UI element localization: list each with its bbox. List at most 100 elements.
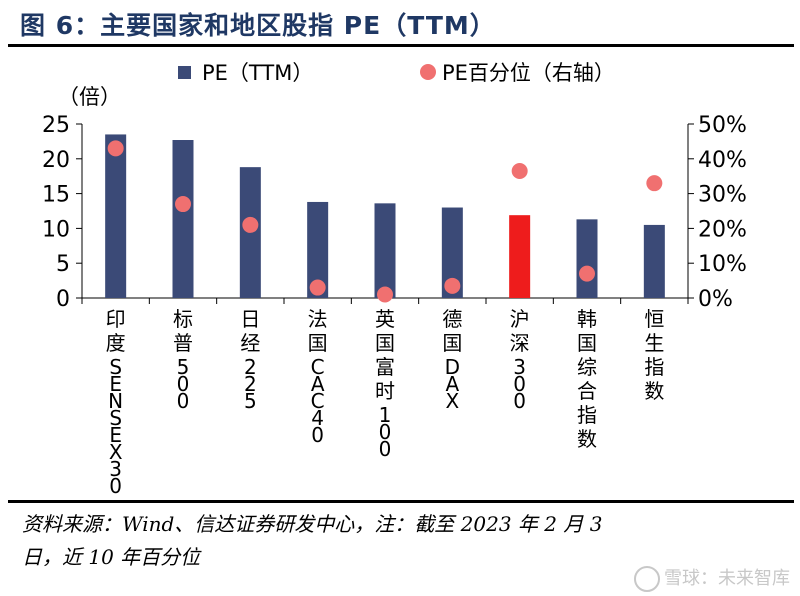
source-line-2: 日，近 10 年百分位: [22, 545, 201, 569]
x-category-label-char: 4: [311, 406, 324, 430]
y-right-tick-label: 50%: [698, 113, 747, 138]
x-category-label-char: 国: [577, 331, 597, 355]
dot-percentile: [242, 216, 259, 233]
y-right-tick-label: 40%: [698, 148, 747, 173]
x-category-label-char: 5: [244, 389, 257, 413]
x-category-label-char: 0: [177, 372, 190, 396]
y-left-tick-label: 15: [42, 183, 70, 208]
x-category-label-char: S: [109, 355, 122, 379]
x-category-label: 日经 2 2 5: [240, 307, 260, 413]
x-category-label-char: 普: [173, 331, 193, 355]
x-category-label-char: X: [445, 389, 459, 413]
dot-percentile: [646, 175, 663, 192]
dot-percentile: [579, 265, 595, 282]
x-category-label: 德国 D A X: [442, 307, 462, 413]
y-left-tick-label: 20: [42, 148, 70, 173]
x-category-label-char: S: [109, 406, 122, 430]
x-category-label-char: 数: [577, 427, 597, 451]
dot-percentile: [309, 279, 326, 296]
x-category-label-char: 时: [375, 379, 395, 403]
bar-pe: [105, 134, 127, 298]
y-left-tick-label: 0: [56, 287, 70, 312]
x-category-label-char: 5: [177, 355, 190, 379]
legend-swatch-percentile: [420, 64, 436, 80]
x-category-label-char: 恒: [644, 307, 664, 331]
x-category-label-char: 指: [577, 403, 597, 427]
x-category-label: 沪深 3 0 0: [510, 307, 530, 413]
legend-label-percentile: PE百分位（右轴）: [442, 61, 615, 85]
y-right-tick-label: 0%: [698, 287, 733, 312]
x-category-label-char: X: [109, 440, 123, 464]
x-category-label-char: 度: [106, 331, 126, 355]
x-category-label-char: 沪: [510, 307, 530, 331]
x-category-label-char: 韩: [577, 307, 597, 331]
x-category-label-char: 英: [375, 307, 395, 331]
x-category-label-char: 印: [106, 307, 126, 331]
bar-pe: [576, 219, 598, 298]
x-category-label-char: C: [311, 355, 325, 379]
x-category-label-char: 指: [644, 355, 664, 379]
bar-pe: [307, 201, 329, 298]
x-category-label-char: N: [108, 389, 123, 413]
x-category-label-char: D: [445, 355, 460, 379]
dot-percentile: [175, 196, 191, 213]
x-category-label-char: 数: [644, 379, 664, 403]
x-category-label-char: 标: [173, 307, 193, 331]
x-category-label: 恒生指数: [644, 307, 664, 403]
source-note: 资料来源：Wind、信达证券研发中心，注：截至 2023 年 2 月 3 日，近…: [22, 508, 792, 574]
x-category-label: 英国富时 1 0 0: [375, 307, 395, 461]
x-category-label-char: 0: [177, 389, 190, 413]
bar-pe: [643, 224, 665, 298]
x-category-label-char: 法: [308, 307, 328, 331]
x-category-label-char: A: [445, 372, 459, 396]
x-category-label-char: 生: [644, 331, 664, 355]
snowball-icon: [634, 566, 660, 592]
y-left-tick-label: 5: [56, 252, 70, 277]
dot-percentile: [444, 277, 461, 294]
x-category-label-char: C: [311, 389, 325, 413]
watermark-text: 雪球：未来智库: [664, 568, 790, 589]
y-left-tick-label: 10: [42, 217, 70, 242]
dot-percentile: [107, 140, 124, 157]
source-line-1: 资料来源：Wind、信达证券研发中心，注：截至 2023 年 2 月 3: [22, 512, 603, 536]
x-category-label-char: 3: [513, 355, 526, 379]
source-rule: [8, 500, 794, 503]
x-category-label: 法国 C A C 4 0: [308, 307, 328, 447]
x-category-label-char: A: [311, 372, 325, 396]
x-category-label: 韩国综合指数: [577, 307, 597, 451]
y-right-tick-label: 30%: [698, 183, 747, 208]
x-category-label: 标普 5 0 0: [173, 307, 193, 413]
x-category-label-char: 2: [244, 372, 257, 396]
x-category-label-char: 国: [308, 331, 328, 355]
dot-percentile: [377, 286, 393, 303]
x-category-label-char: 日: [240, 307, 260, 331]
x-category-label-char: 富: [375, 355, 395, 379]
bar-pe: [441, 207, 463, 298]
legend-swatch-pe: [178, 66, 191, 79]
x-category-label-char: E: [109, 423, 122, 447]
x-category-label-char: 德: [442, 307, 462, 331]
x-category-label-char: 0: [379, 437, 392, 461]
x-category-label-char: 国: [442, 331, 462, 355]
x-category-label: 印度 S E N S E X 3 0: [106, 307, 126, 498]
x-category-label-char: 0: [379, 420, 392, 444]
x-category-label-char: 0: [513, 389, 526, 413]
x-category-label-char: 2: [244, 355, 257, 379]
x-category-label-char: 0: [311, 423, 324, 447]
watermark: 雪球：未来智库: [634, 564, 790, 592]
x-category-label-char: 综: [577, 355, 597, 379]
x-category-label-char: 0: [109, 474, 122, 498]
bar-pe: [509, 215, 531, 298]
x-category-label-char: 3: [109, 457, 122, 481]
chart-title: 图 6：主要国家和地区股指 PE（TTM）: [20, 11, 496, 40]
bar-pe: [374, 203, 396, 298]
chart-svg: PE（TTM） PE百分位（右轴）（倍）05101520250%10%20%30%…: [42, 61, 747, 498]
x-category-label-char: 深: [510, 331, 530, 355]
title-rule: [8, 44, 794, 47]
y-axis-unit-label: （倍）: [58, 85, 121, 109]
dot-percentile: [511, 162, 528, 179]
x-category-label-char: 国: [375, 331, 395, 355]
x-category-label-char: 1: [379, 403, 392, 427]
x-category-label-char: E: [109, 372, 122, 396]
y-right-tick-label: 20%: [698, 217, 747, 242]
